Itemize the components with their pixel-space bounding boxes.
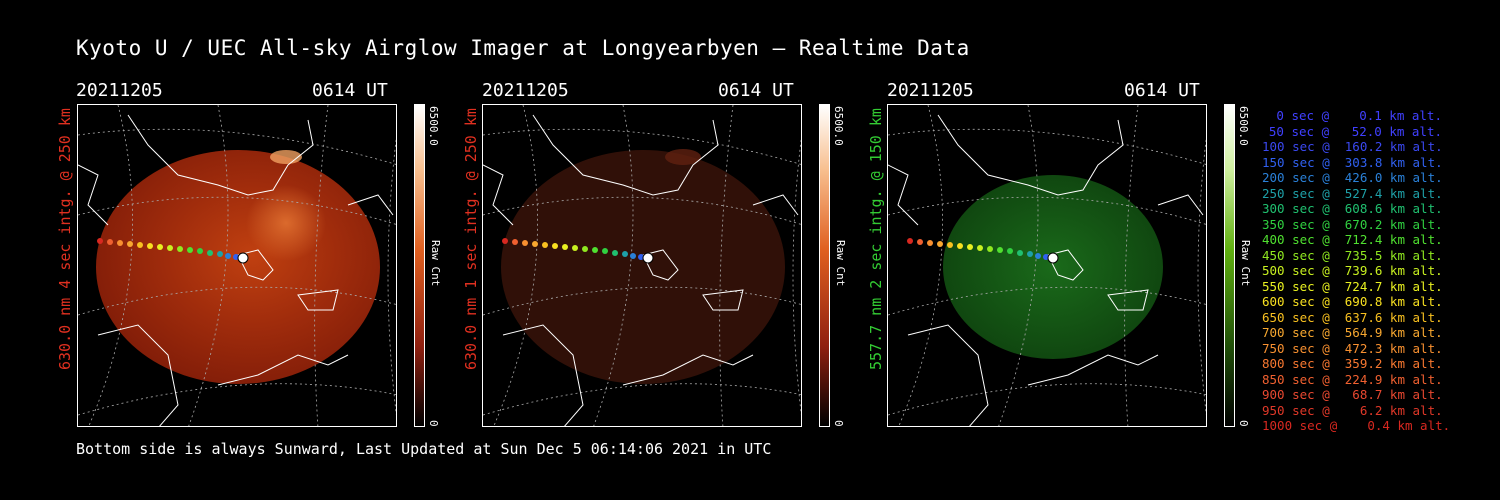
panel-1-colorbar-max: 6500.0 (427, 106, 440, 146)
panel-3-svg (888, 105, 1206, 426)
panel-2-svg (483, 105, 801, 426)
panel-1-colorbar-min: 0 (427, 420, 440, 427)
legend-entry: 950 sec @ 6.2 km alt. (1262, 402, 1443, 418)
legend-entry: 450 sec @ 735.5 km alt. (1262, 247, 1443, 263)
legend-entry: 150 sec @ 303.8 km alt. (1262, 154, 1443, 170)
panel-2-colorbar-max: 6500.0 (832, 106, 845, 146)
legend-entry: 1000 sec @ 0.4 km alt. (1262, 418, 1451, 433)
legend-entry: 250 sec @ 527.4 km alt. (1262, 185, 1443, 201)
trajectory (97, 238, 249, 264)
airglow-disc (96, 150, 380, 384)
legend-entry: 350 sec @ 670.2 km alt. (1262, 216, 1443, 232)
grid-lines (888, 105, 1206, 426)
panel-2-colorbar-min: 0 (832, 420, 845, 427)
legend-entry: 700 sec @ 564.9 km alt. (1262, 325, 1443, 340)
panel-2-side-label: 630.0 nm 1 sec intg. @ 250 km (462, 108, 480, 370)
footer-status: Bottom side is always Sunward, Last Upda… (76, 440, 772, 458)
legend-entry: 200 sec @ 426.0 km alt. (1262, 170, 1443, 185)
panel-1-time: 0614 UT (312, 80, 388, 101)
legend-entry: 600 sec @ 690.8 km alt. (1262, 294, 1443, 309)
panel-3-time: 0614 UT (1124, 80, 1200, 101)
legend-entry: 500 sec @ 739.6 km alt. (1262, 263, 1443, 278)
panel-3-colorbar (1224, 104, 1235, 427)
legend-entry: 650 sec @ 637.6 km alt. (1262, 309, 1443, 325)
panel-2-colorbar-label: Raw Cnt (834, 240, 847, 287)
legend-entry: 750 sec @ 472.3 km alt. (1262, 340, 1443, 356)
panel-3-date: 20211205 (887, 80, 974, 101)
panel-1-image[interactable] (77, 104, 397, 427)
panel-3-colorbar-label: Raw Cnt (1239, 240, 1252, 287)
grid-lines (78, 105, 396, 426)
panel-1-svg (78, 105, 396, 426)
coastline (483, 114, 799, 426)
trajectory-legend: 0 sec @ 0.1 km alt. 50 sec @ 52.0 km alt.… (1262, 108, 1451, 434)
coastline (888, 114, 1204, 426)
legend-entry: 100 sec @ 160.2 km alt. (1262, 139, 1443, 154)
panel-2-time: 0614 UT (718, 80, 794, 101)
legend-entry: 800 sec @ 359.2 km alt. (1262, 356, 1443, 371)
airglow-disc (943, 175, 1163, 359)
trajectory (907, 238, 1059, 264)
panel-3-image[interactable] (887, 104, 1207, 427)
panel-1-colorbar-label: Raw Cnt (429, 240, 442, 287)
panel-2-date: 20211205 (482, 80, 569, 101)
panel-3-colorbar-max: 6500.0 (1237, 106, 1250, 146)
grid-lines (483, 105, 801, 426)
trajectory (502, 238, 654, 264)
legend-entry: 0 sec @ 0.1 km alt. (1276, 108, 1442, 123)
airglow-disc (501, 150, 785, 384)
page-title: Kyoto U / UEC All-sky Airglow Imager at … (76, 36, 970, 60)
airglow-hot-patch (665, 149, 701, 165)
legend-entry: 300 sec @ 608.6 km alt. (1262, 201, 1443, 216)
panel-2-colorbar (819, 104, 830, 427)
legend-entry: 50 sec @ 52.0 km alt. (1268, 123, 1442, 139)
coastline (78, 114, 394, 426)
legend-entry: 400 sec @ 712.4 km alt. (1262, 232, 1443, 247)
legend-entry: 900 sec @ 68.7 km alt. (1262, 387, 1443, 402)
panel-3-colorbar-min: 0 (1237, 420, 1250, 427)
panel-1-colorbar (414, 104, 425, 427)
panel-1-date: 20211205 (76, 80, 163, 101)
legend-entry: 850 sec @ 224.9 km alt. (1262, 371, 1443, 387)
panel-3-side-label: 557.7 nm 2 sec intg. @ 150 km (867, 108, 885, 370)
panel-1-side-label: 630.0 nm 4 sec intg. @ 250 km (56, 108, 74, 370)
panel-2-image[interactable] (482, 104, 802, 427)
airglow-bright-spot (246, 185, 326, 261)
legend-entry: 550 sec @ 724.7 km alt. (1262, 278, 1443, 294)
